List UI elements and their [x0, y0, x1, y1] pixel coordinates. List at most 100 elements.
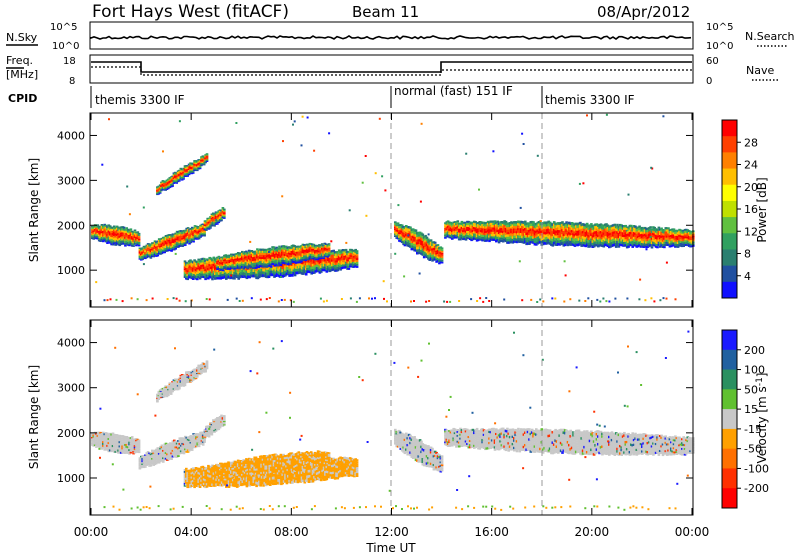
echo-cell [290, 251, 294, 253]
echo-cell [325, 251, 328, 253]
echo-cell [209, 264, 213, 267]
echo-cell [337, 260, 341, 263]
echo-cell [221, 257, 225, 259]
echo-cell [258, 248, 262, 251]
echo-cell [519, 220, 523, 224]
echo-cell [221, 216, 225, 219]
echo-cell [122, 236, 126, 239]
echo-cell [91, 233, 94, 235]
echo-cell [144, 247, 147, 249]
echo-cell [315, 249, 318, 252]
echo-cell [201, 226, 205, 228]
echo-cell [212, 268, 216, 271]
echo-cell [280, 262, 284, 265]
echo-cell [209, 225, 212, 228]
echo-cell [608, 240, 611, 244]
echo-cell [314, 259, 318, 263]
echo-cell [594, 228, 597, 232]
echo-cell [581, 228, 585, 231]
echo-cell [225, 260, 229, 262]
echo-cell [619, 241, 622, 244]
echo-cell [519, 230, 523, 233]
echo-cell [294, 259, 298, 262]
echo-cell [232, 257, 236, 260]
echo-cell [210, 213, 214, 215]
echo-cell [471, 225, 475, 228]
echo-cell [146, 249, 150, 251]
echo-cell [676, 242, 680, 244]
echo-cell [407, 237, 411, 241]
echo-cell [519, 228, 523, 231]
echo-cell [171, 185, 174, 187]
echo-cell [322, 268, 326, 272]
echo-cell [617, 235, 621, 238]
echo-cell [173, 239, 176, 242]
echo-cell [410, 235, 414, 239]
echo-cell [259, 268, 262, 272]
echo-cell [456, 228, 460, 230]
echo-cell [179, 175, 183, 177]
echo-cell [285, 247, 288, 250]
echo-cell [619, 228, 622, 232]
echo-cell [133, 241, 137, 243]
echo-cell [460, 222, 464, 225]
echo-cell [305, 258, 309, 261]
echo-cell [541, 227, 545, 230]
echo-cell [95, 227, 98, 230]
echo-cell [630, 243, 633, 247]
echo-cell [119, 228, 123, 231]
echo-cell [164, 246, 168, 249]
echo-cell [585, 235, 589, 239]
echo-cell [484, 226, 487, 229]
echo-cell [613, 226, 617, 229]
echo-cell [573, 231, 577, 234]
echo-cell [202, 162, 206, 165]
echo-cell [448, 227, 451, 229]
echo-cell [321, 268, 324, 271]
echo-cell [246, 263, 250, 266]
echo-cell [151, 245, 154, 248]
echo-cell [485, 237, 488, 240]
echo-cell [525, 237, 528, 241]
echo-cell [186, 175, 189, 177]
echo-cell [400, 241, 404, 244]
echo-cell [130, 230, 134, 233]
echo-cell [218, 216, 222, 218]
echo-cell [252, 255, 255, 258]
echo-cell [281, 263, 284, 267]
echo-cell [168, 241, 172, 244]
echo-cell [466, 220, 469, 223]
echo-cell [650, 246, 654, 249]
echo-cell [141, 250, 144, 252]
echo-cell [399, 240, 403, 243]
echo-cell [307, 245, 310, 248]
echo-cell [525, 230, 528, 233]
echo-cell [342, 257, 345, 260]
echo-cell [290, 246, 294, 249]
echo-cell [519, 225, 523, 229]
echo-cell [250, 259, 254, 262]
echo-cell [328, 260, 331, 263]
echo-cell [521, 235, 524, 239]
echo-cell [302, 264, 305, 267]
echo-cell [495, 228, 498, 231]
echo-cell [102, 229, 105, 231]
echo-cell [605, 223, 608, 226]
echo-cell [210, 217, 214, 220]
echo-cell [211, 273, 214, 276]
echo-cell [294, 255, 298, 258]
echo-cell [583, 223, 586, 227]
echo-cell [227, 268, 230, 270]
echo-cell [612, 229, 615, 232]
echo-cell [558, 235, 561, 238]
echo-cell [316, 250, 320, 252]
echo-cell [146, 255, 150, 257]
echo-cell [350, 253, 353, 255]
echo-cell [185, 166, 188, 168]
echo-cell [569, 222, 572, 226]
echo-cell [312, 252, 316, 255]
echo-cell [234, 257, 237, 259]
echo-cell [327, 246, 331, 248]
echo-cell [610, 224, 614, 228]
